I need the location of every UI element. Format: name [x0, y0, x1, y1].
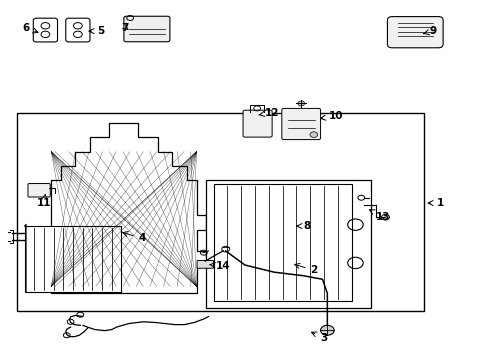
Text: 13: 13 [369, 210, 391, 222]
FancyBboxPatch shape [66, 18, 90, 42]
Text: 7: 7 [122, 23, 129, 33]
Text: 1: 1 [428, 198, 443, 208]
Text: 5: 5 [89, 26, 104, 36]
Text: 3: 3 [312, 332, 327, 343]
Circle shape [298, 101, 305, 106]
FancyBboxPatch shape [197, 260, 214, 268]
Text: 14: 14 [210, 261, 231, 271]
FancyBboxPatch shape [33, 18, 57, 42]
Circle shape [320, 325, 334, 335]
FancyBboxPatch shape [388, 17, 443, 48]
Bar [24, 226, 122, 292]
Bar [214, 184, 352, 301]
Text: 4: 4 [122, 231, 146, 243]
Bar [206, 180, 371, 307]
Text: 9: 9 [423, 26, 436, 36]
FancyBboxPatch shape [243, 110, 272, 137]
Text: 2: 2 [294, 264, 318, 275]
Circle shape [310, 132, 318, 138]
Text: 10: 10 [320, 111, 343, 121]
Bar [17, 113, 424, 311]
Text: 12: 12 [259, 108, 279, 118]
FancyBboxPatch shape [124, 16, 170, 42]
Text: 11: 11 [37, 194, 51, 208]
Text: 8: 8 [297, 221, 310, 231]
FancyBboxPatch shape [282, 108, 320, 140]
FancyBboxPatch shape [28, 184, 50, 197]
Text: 6: 6 [22, 23, 38, 33]
